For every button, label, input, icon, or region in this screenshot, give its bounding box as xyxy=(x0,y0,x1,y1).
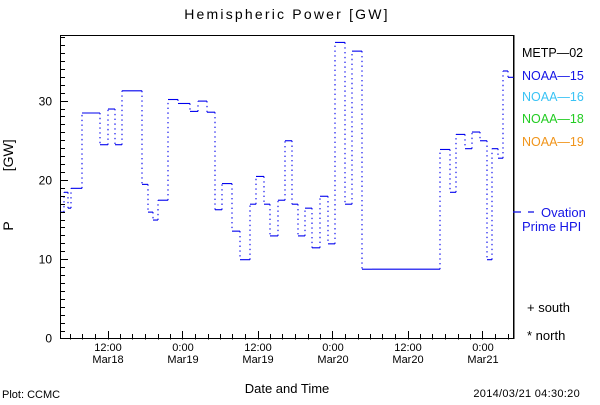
svg-text:Mar18: Mar18 xyxy=(92,354,123,366)
svg-text:Mar20: Mar20 xyxy=(392,354,423,366)
svg-text:0:00: 0:00 xyxy=(172,342,193,354)
svg-text:12:00: 12:00 xyxy=(94,342,122,354)
svg-text:Prime HPI: Prime HPI xyxy=(522,219,581,234)
svg-text:Plot: CCMC: Plot: CCMC xyxy=(2,389,60,400)
svg-text:10: 10 xyxy=(39,253,53,267)
svg-text:20: 20 xyxy=(39,174,53,188)
svg-text:Hemispheric Power [GW]: Hemispheric Power [GW] xyxy=(184,6,390,22)
svg-text:Date and Time: Date and Time xyxy=(245,381,330,396)
svg-text:Mar19: Mar19 xyxy=(242,354,273,366)
svg-text:0:00: 0:00 xyxy=(322,342,343,354)
svg-text:30: 30 xyxy=(39,95,53,109)
svg-text:METP—02: METP—02 xyxy=(522,46,583,60)
svg-text:Mar19: Mar19 xyxy=(167,354,198,366)
svg-text:12:00: 12:00 xyxy=(394,342,422,354)
svg-text:NOAA—19: NOAA—19 xyxy=(522,135,584,149)
svg-text:12:00: 12:00 xyxy=(244,342,272,354)
svg-text:0:00: 0:00 xyxy=(472,342,493,354)
svg-text:Ovation: Ovation xyxy=(541,205,586,220)
svg-text:P[GW]: P[GW] xyxy=(0,139,16,230)
svg-text:NOAA—16: NOAA—16 xyxy=(522,90,584,104)
svg-text:2014/03/21 04:30:20: 2014/03/21 04:30:20 xyxy=(473,388,580,400)
svg-text:Mar21: Mar21 xyxy=(467,354,498,366)
svg-text:NOAA—18: NOAA—18 xyxy=(522,112,584,126)
svg-text:NOAA—15: NOAA—15 xyxy=(522,69,584,83)
svg-text:0: 0 xyxy=(45,332,52,346)
svg-text:* north: * north xyxy=(527,328,565,343)
svg-text:Mar20: Mar20 xyxy=(317,354,348,366)
svg-text:+ south: + south xyxy=(527,300,570,315)
